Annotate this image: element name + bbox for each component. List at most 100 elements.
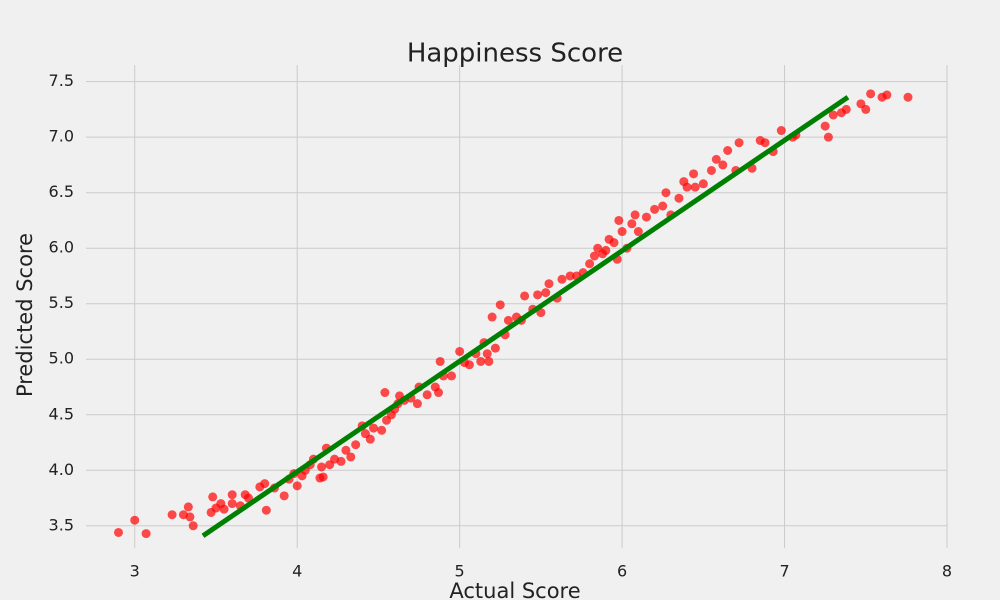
scatter-point: [723, 145, 733, 155]
scatter-point: [318, 472, 328, 482]
scatter-point: [903, 92, 913, 102]
scatter-point: [617, 227, 627, 237]
scatter-point: [614, 215, 624, 225]
scatter-point: [351, 440, 361, 450]
x-tick-label: 4: [292, 562, 302, 581]
scatter-point: [369, 423, 379, 433]
scatter-point: [658, 201, 668, 211]
scatter-point: [487, 312, 497, 322]
scatter-point: [476, 356, 486, 366]
x-tick-label: 7: [779, 562, 789, 581]
y-tick-label: 7.5: [49, 71, 74, 90]
scatter-point: [557, 274, 567, 284]
scatter-point: [689, 169, 699, 179]
scatter-point: [188, 521, 198, 531]
chart-title: Happiness Score: [407, 39, 623, 69]
scatter-point: [482, 349, 492, 359]
y-tick-label: 4.0: [49, 460, 74, 479]
scatter-point: [455, 346, 465, 356]
scatter-point: [341, 445, 351, 455]
scatter-point: [650, 204, 660, 214]
x-axis-label: Actual Score: [449, 579, 580, 600]
scatter-point: [503, 315, 513, 325]
marks-layer: [113, 89, 913, 539]
scatter-point: [589, 251, 599, 261]
scatter-point: [776, 126, 786, 136]
scatter-point: [227, 499, 237, 509]
scatter-point: [346, 452, 356, 462]
scatter-point: [447, 371, 457, 381]
scatter-point: [377, 425, 387, 435]
scatter-point: [823, 132, 833, 142]
scatter-point: [113, 527, 123, 537]
y-tick-label: 6.5: [49, 182, 74, 201]
x-tick-label: 5: [455, 562, 465, 581]
scatter-point: [706, 165, 716, 175]
x-tick-label: 8: [942, 562, 952, 581]
scatter-point: [412, 399, 422, 409]
scatter-point: [520, 291, 530, 301]
scatter-point: [698, 179, 708, 189]
scatter-point: [641, 212, 651, 222]
scatter-point: [279, 491, 289, 501]
scatter-point: [544, 279, 554, 289]
scatter-point: [533, 290, 543, 300]
scatter-point: [690, 182, 700, 192]
scatter-point: [260, 479, 270, 489]
scatter-point: [601, 245, 611, 255]
y-tick-label: 7.0: [49, 127, 74, 146]
scatter-point: [292, 481, 302, 491]
scatter-point: [820, 121, 830, 131]
scatter-point: [243, 493, 253, 503]
scatter-point: [365, 434, 375, 444]
scatter-point: [261, 505, 271, 515]
scatter-point: [167, 510, 177, 520]
scatter-point: [585, 259, 595, 269]
y-tick-label: 6.0: [49, 238, 74, 257]
scatter-point: [130, 515, 140, 525]
scatter-point: [141, 529, 151, 539]
scatter-point: [185, 512, 195, 522]
scatter-point: [490, 343, 500, 353]
y-tick-label: 5.0: [49, 349, 74, 368]
scatter-point: [464, 360, 474, 370]
scatter-point: [336, 456, 346, 466]
scatter-point: [495, 300, 505, 310]
x-tick-label: 6: [617, 562, 627, 581]
y-tick-label: 3.5: [49, 515, 74, 534]
scatter-point: [183, 502, 193, 512]
scatter-point: [565, 271, 575, 281]
scatter-point: [208, 492, 218, 502]
y-tick-label: 5.5: [49, 293, 74, 312]
scatter-point: [630, 210, 640, 220]
scatter-point: [661, 188, 671, 198]
scatter-point: [317, 462, 327, 472]
scatter-point: [861, 104, 871, 114]
scatter-point: [882, 90, 892, 100]
fit-line: [201, 95, 850, 538]
scatter-point: [711, 154, 721, 164]
scatter-point: [484, 356, 494, 366]
scatter-point: [434, 388, 444, 398]
scatter-point: [609, 238, 619, 248]
scatter-point: [734, 138, 744, 148]
scatter-point: [627, 219, 637, 229]
scatter-point: [435, 356, 445, 366]
scatter-point: [718, 160, 728, 170]
scatter-point: [422, 390, 432, 400]
scatter-point: [219, 504, 229, 514]
x-tick-label: 3: [130, 562, 140, 581]
scatter-point: [828, 110, 838, 120]
scatter-point: [760, 138, 770, 148]
scatter-point: [866, 89, 876, 99]
scatter-point: [633, 227, 643, 237]
scatter-point: [682, 182, 692, 192]
scatter-point: [674, 193, 684, 203]
scatter-point: [541, 288, 551, 298]
scatter-point: [227, 490, 237, 500]
scatter-point: [841, 104, 851, 114]
grid-layer: [86, 65, 948, 548]
y-axis-label: Predicted Score: [13, 233, 37, 397]
